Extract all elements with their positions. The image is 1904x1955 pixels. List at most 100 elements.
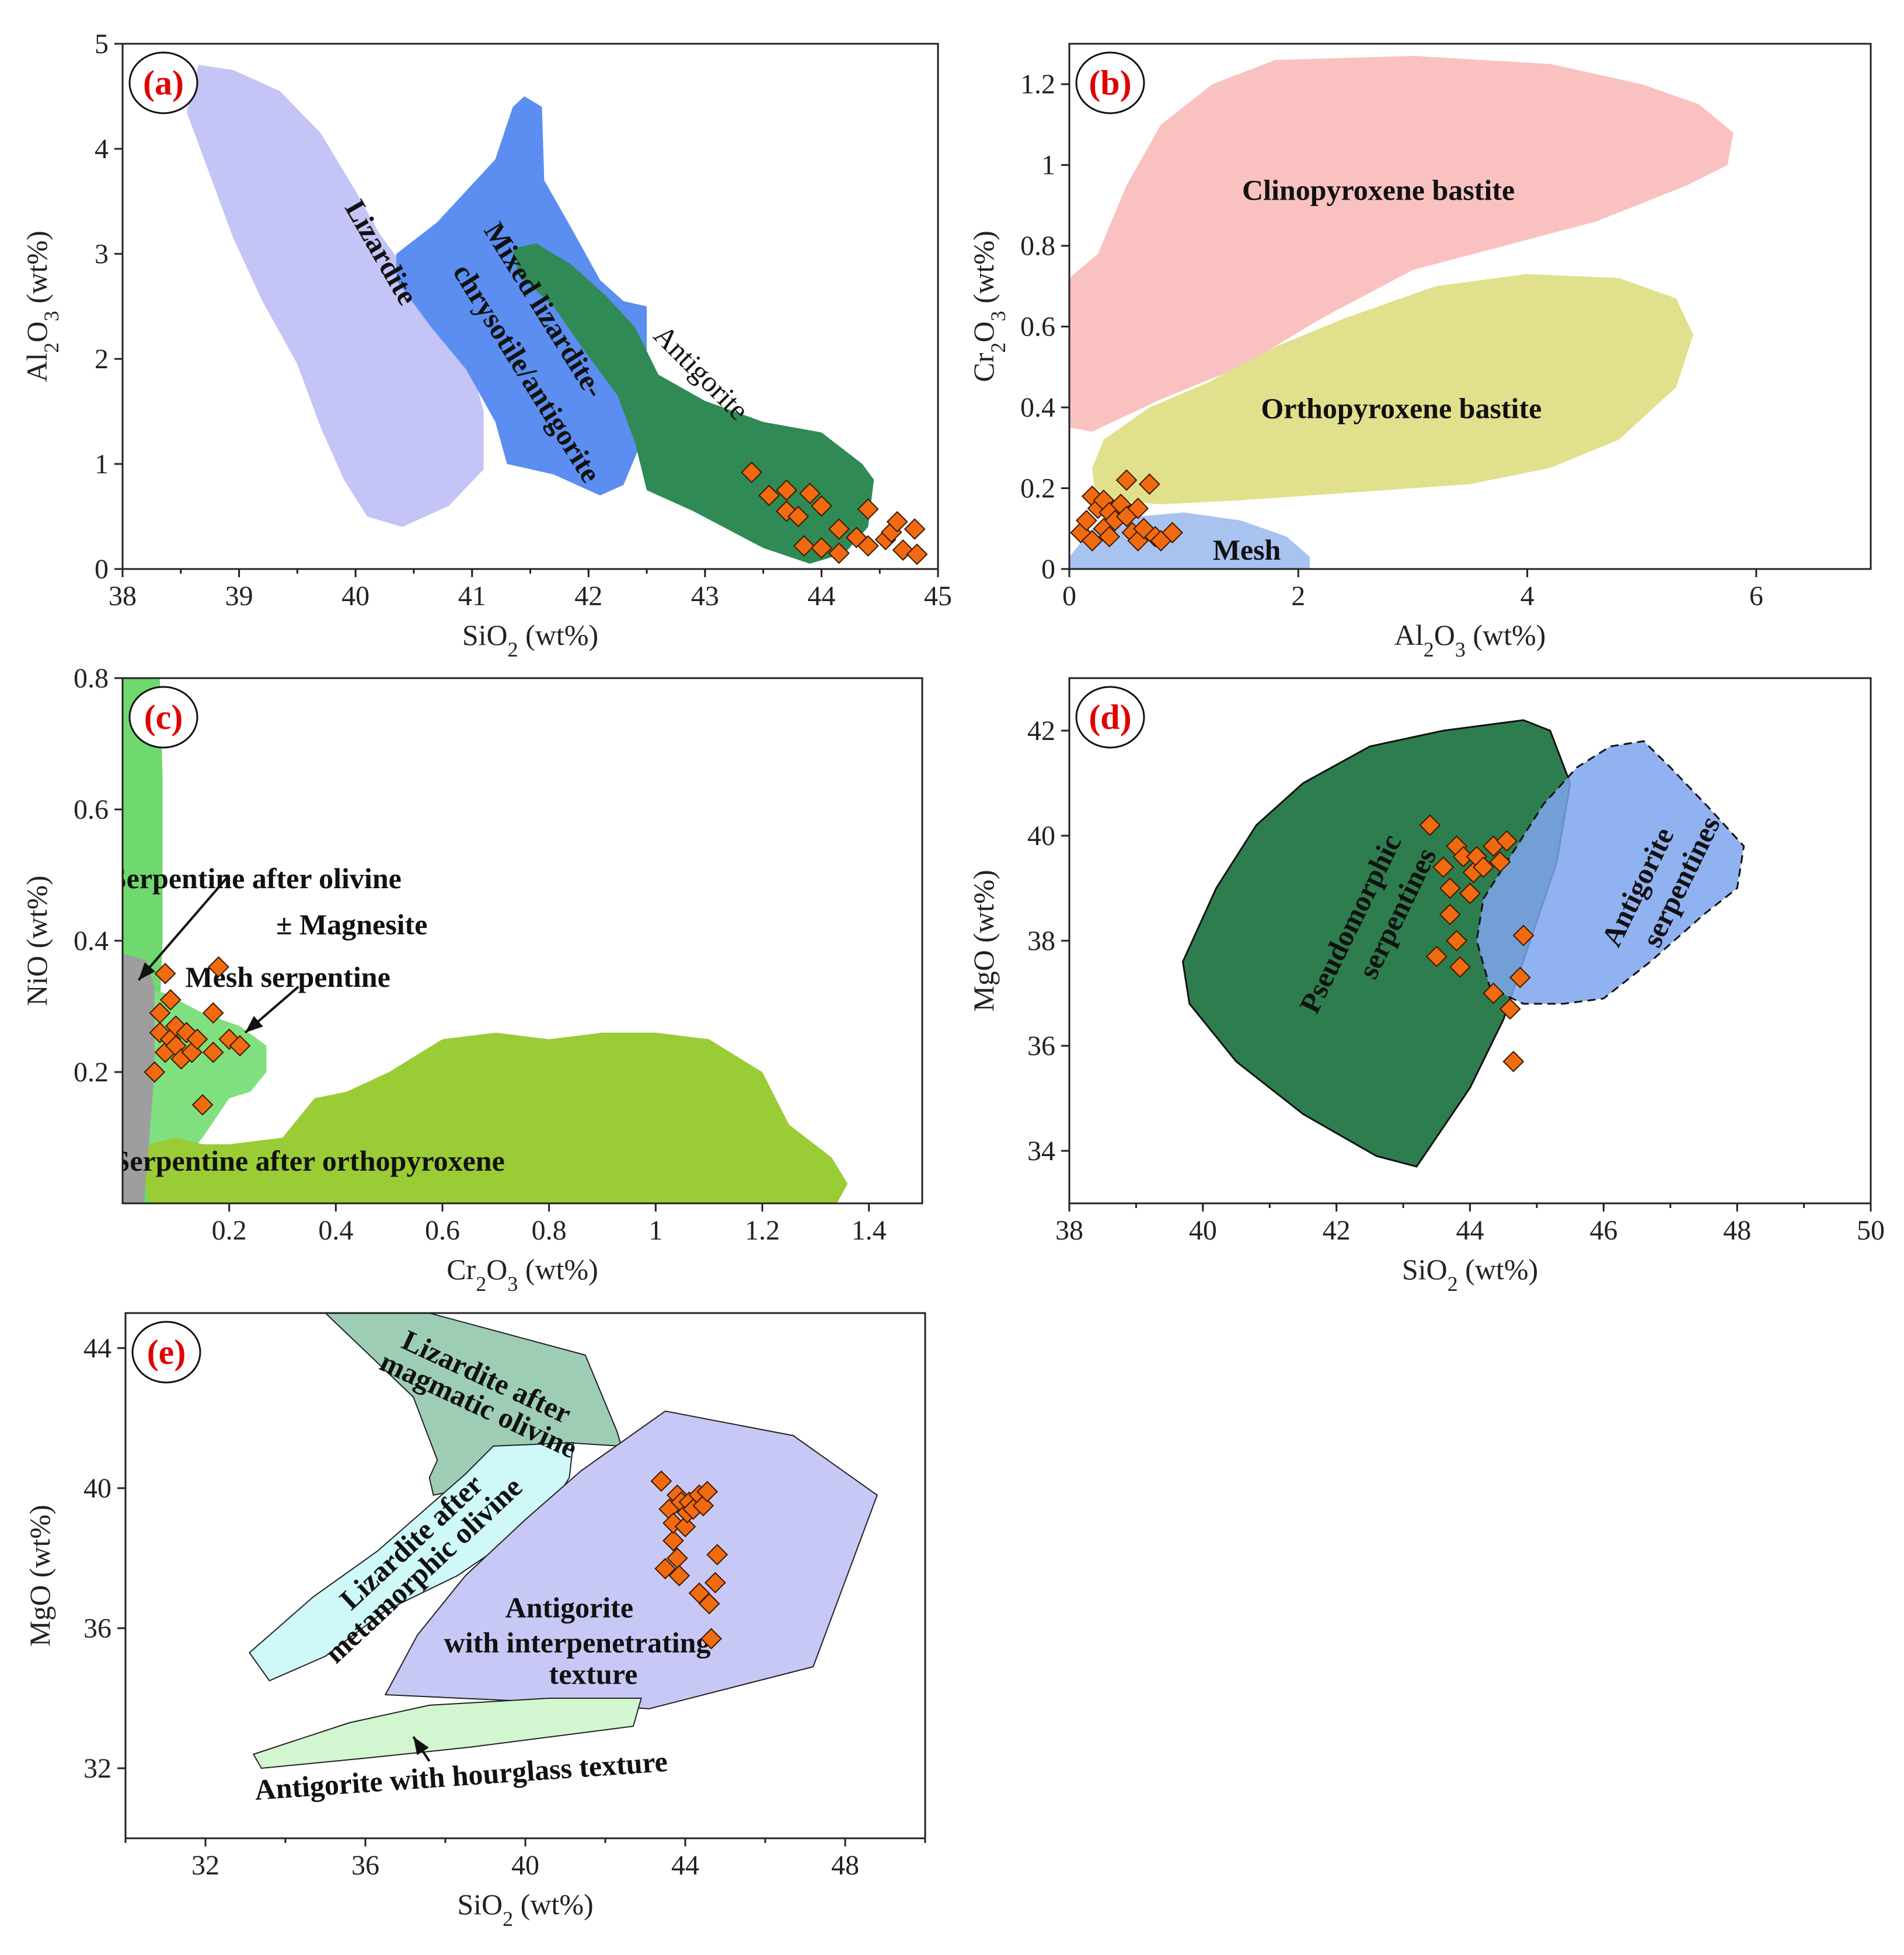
panel-letter: (e) <box>147 1333 186 1371</box>
y-tick-label: 3 <box>95 239 109 270</box>
data-point <box>1509 966 1531 989</box>
data-point <box>1472 856 1494 878</box>
x-tick-label: 0.4 <box>318 1215 353 1246</box>
plot-frame <box>1068 43 1872 570</box>
arrow-head <box>138 962 156 980</box>
x-tick-label: 44 <box>1456 1215 1484 1246</box>
y-tick-label: 38 <box>1027 926 1055 956</box>
x-tick-label: 48 <box>1723 1215 1751 1246</box>
panel-letter-badge <box>1075 51 1145 114</box>
y-tick-label: 0.8 <box>74 663 109 694</box>
annotation-arrow <box>137 874 231 981</box>
panel-c: Serpentine after olivine± MagnesiteMesh … <box>20 663 923 1296</box>
data-point <box>704 1572 726 1594</box>
data-point <box>1502 1050 1525 1073</box>
y-tick-label: 32 <box>83 1753 111 1784</box>
data-point <box>741 461 763 483</box>
y-tick-label: 4 <box>95 134 109 165</box>
data-point <box>1162 522 1183 544</box>
y-tick-label: 0.4 <box>1020 392 1055 423</box>
y-tick-label: 36 <box>1027 1031 1055 1062</box>
panel-letter-badge <box>1075 686 1145 749</box>
x-tick-label: 1.2 <box>745 1215 780 1246</box>
data-point <box>186 1028 208 1050</box>
x-tick-label: 36 <box>351 1850 379 1881</box>
plot-area: Serpentine after olivine± MagnesiteMesh … <box>114 678 848 1203</box>
panel-b: Clinopyroxene bastite Orthopyroxene basti… <box>967 43 1872 661</box>
data-point <box>1439 903 1461 926</box>
x-tick-label: 44 <box>671 1850 699 1881</box>
y-tick-label: 5 <box>95 29 109 60</box>
field-antigorite-with-hourglass-texture <box>252 1698 642 1769</box>
panel-letter: (c) <box>144 698 183 736</box>
x-tick-label: 41 <box>458 581 486 612</box>
x-tick-label: 40 <box>1189 1215 1217 1246</box>
panel-letter: (b) <box>1089 64 1131 102</box>
region-label: Antigorite <box>505 1591 633 1624</box>
data-point <box>793 535 815 557</box>
panel-a: Lizardite Mixed lizardite-chrysotile/anti… <box>20 29 952 661</box>
region-label: Orthopyroxene bastite <box>1261 392 1542 424</box>
data-point <box>811 495 832 517</box>
data-point <box>776 479 797 501</box>
x-tick-label: 0.2 <box>212 1215 247 1246</box>
data-point <box>1419 814 1441 836</box>
data-point <box>758 484 780 507</box>
x-axis-title: SiO2 (wt%) <box>462 619 598 661</box>
y-tick-label: 34 <box>1027 1136 1055 1167</box>
region-label: texture <box>549 1657 638 1690</box>
y-tick-label: 0.6 <box>1020 312 1055 343</box>
field-serpentine-after-orthopyroxene <box>144 1032 848 1203</box>
data-point <box>668 1565 691 1587</box>
data-point <box>1512 924 1535 947</box>
data-point <box>1446 930 1468 952</box>
panel-letter: (d) <box>1089 698 1131 736</box>
plot-area: Lizardite Mixed lizardite-chrysotile/anti… <box>186 65 928 565</box>
data-point <box>1076 509 1097 532</box>
plot-area: Clinopyroxene bastite Orthopyroxene basti… <box>1069 55 1734 569</box>
x-tick-label: 6 <box>1749 581 1763 612</box>
field-antigorite-serpentines <box>1476 740 1745 1005</box>
data-point <box>1489 851 1511 873</box>
x-tick-label: 38 <box>1055 1215 1083 1246</box>
y-tick-label: 0 <box>1041 554 1055 585</box>
data-point <box>1138 473 1160 495</box>
arrow-head <box>245 1015 263 1033</box>
data-point <box>1499 998 1521 1020</box>
y-axis-title: MgO (wt%) <box>23 1504 56 1646</box>
x-tick-label: 2 <box>1291 581 1305 612</box>
data-point <box>1115 469 1138 491</box>
y-tick-label: 36 <box>83 1613 111 1644</box>
data-point <box>1425 945 1448 968</box>
y-axis-title: MgO (wt%) <box>967 870 1000 1011</box>
x-tick-label: 0 <box>1062 581 1076 612</box>
y-axis-title: Cr2O3 (wt%) <box>967 231 1010 382</box>
data-point <box>886 511 908 533</box>
field-magnesite-overlap <box>123 954 155 1203</box>
region-label: Clinopyroxene bastite <box>1242 174 1515 207</box>
x-tick-label: 43 <box>691 581 719 612</box>
panel-letter-badge <box>128 686 198 749</box>
region-label: Serpentine after orthopyroxene <box>114 1144 505 1177</box>
region-label: Mesh <box>1213 533 1281 566</box>
y-tick-label: 42 <box>1027 715 1055 746</box>
data-point <box>207 956 229 978</box>
data-point <box>706 1544 728 1566</box>
x-tick-label: 40 <box>511 1850 539 1881</box>
data-point <box>674 1516 696 1538</box>
data-point <box>1439 877 1461 899</box>
data-point <box>202 1002 224 1024</box>
data-point <box>202 1041 224 1063</box>
x-tick-label: 48 <box>831 1850 859 1881</box>
data-point <box>696 1481 719 1503</box>
x-axis-title: Al2O3 (wt%) <box>1394 619 1546 661</box>
y-axis-title: Al2O3 (wt%) <box>20 231 63 382</box>
field-orthopyroxene-bastite <box>1092 274 1693 505</box>
data-point <box>828 518 850 540</box>
y-tick-label: 0.2 <box>74 1057 109 1088</box>
data-point <box>1099 526 1121 548</box>
